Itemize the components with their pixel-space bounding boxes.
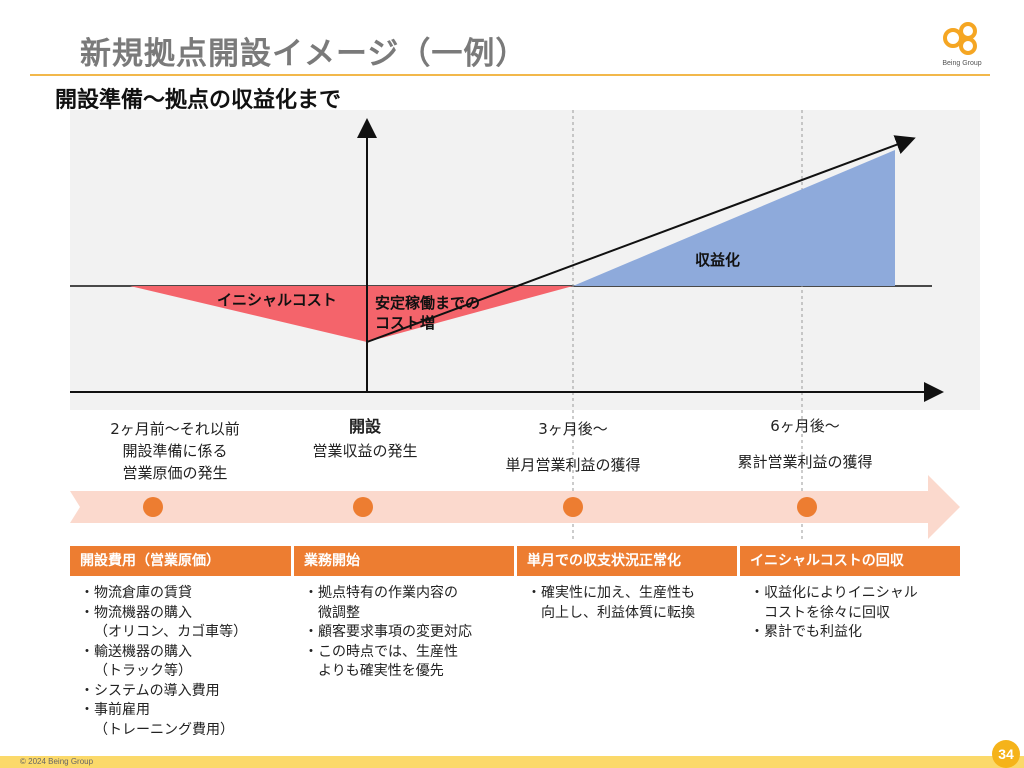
logo-text: Being Group <box>942 60 982 67</box>
stage-opening: 開設 営業収益の発生 <box>312 417 418 460</box>
phase-header-start-operations: 業務開始 <box>294 546 514 576</box>
timeline-dot <box>353 497 373 517</box>
list-item: ・輸送機器の購入 （トラック等） <box>80 643 192 680</box>
phase-header-opening-cost: 開設費用（営業原価） <box>70 546 291 576</box>
timeline-dot <box>143 497 163 517</box>
page-number: 34 <box>992 740 1020 768</box>
list-item: ・システムの導入費用 <box>80 682 220 699</box>
list-item: ・収益化によりイニシャル コストを徐々に回収 <box>750 585 918 621</box>
page-title: 新規拠点開設イメージ（一例） <box>80 36 528 72</box>
phase-list-monthly-normalization: ・確実性に加え、生産性も 向上し、利益体質に転換 <box>527 584 732 623</box>
list-item: ・この時点では、生産性 よりも確実性を優先 <box>304 643 458 680</box>
list-item: ・事前雇用 （トレーニング費用） <box>80 702 234 738</box>
cost-increase-label: 安定稼働までの コスト増 <box>375 294 481 332</box>
stage-pre-opening: 2ヶ月前～それ以前 開設準備に係る 営業原価の発生 <box>110 420 240 482</box>
interlocking-circles-logo-icon <box>943 22 977 55</box>
phase-list-cost-recovery: ・収益化によりイニシャル コストを徐々に回収 ・累計でも利益化 <box>750 584 960 643</box>
section-subtitle: 開設準備～拠点の収益化まで <box>55 88 342 113</box>
stage-3-months: 3ヶ月後～ 単月営業利益の獲得 <box>505 420 641 474</box>
initial-cost-label: イニシャルコスト <box>217 291 337 309</box>
list-item: ・物流機器の購入 （オリコン、カゴ車等） <box>80 604 248 641</box>
list-item: ・累計でも利益化 <box>750 624 862 640</box>
timeline-arrow-band <box>70 475 960 539</box>
logo: Being Group <box>932 16 992 72</box>
stage-6-months: 6ヶ月後～ 累計営業利益の獲得 <box>737 417 873 471</box>
phase-header-cost-recovery: イニシャルコストの回収 <box>740 546 960 576</box>
list-item: ・確実性に加え、生産性も 向上し、利益体質に転換 <box>527 585 695 621</box>
title-underline <box>30 74 990 76</box>
list-item: ・拠点特有の作業内容の 微調整 <box>304 585 458 621</box>
timeline-dot <box>563 497 583 517</box>
phase-header-monthly-normalization: 単月での収支状況正常化 <box>517 546 737 576</box>
profit-label: 収益化 <box>695 251 741 269</box>
phase-list-opening-cost: ・物流倉庫の賃貸 ・物流機器の購入 （オリコン、カゴ車等） ・輸送機器の購入 （… <box>80 584 285 740</box>
initial-cost-area <box>130 286 367 342</box>
copyright: © 2024 Being Group <box>20 757 94 766</box>
phase-list-start-operations: ・拠点特有の作業内容の 微調整 ・顧客要求事項の変更対応 ・この時点では、生産性… <box>304 584 509 682</box>
list-item: ・物流倉庫の賃貸 <box>80 585 192 601</box>
profit-line <box>366 135 916 343</box>
footer-bar <box>0 756 1024 768</box>
profit-area <box>573 150 895 286</box>
cost-increase-area <box>367 286 573 342</box>
timeline-dot <box>797 497 817 517</box>
list-item: ・顧客要求事項の変更対応 <box>304 624 472 640</box>
